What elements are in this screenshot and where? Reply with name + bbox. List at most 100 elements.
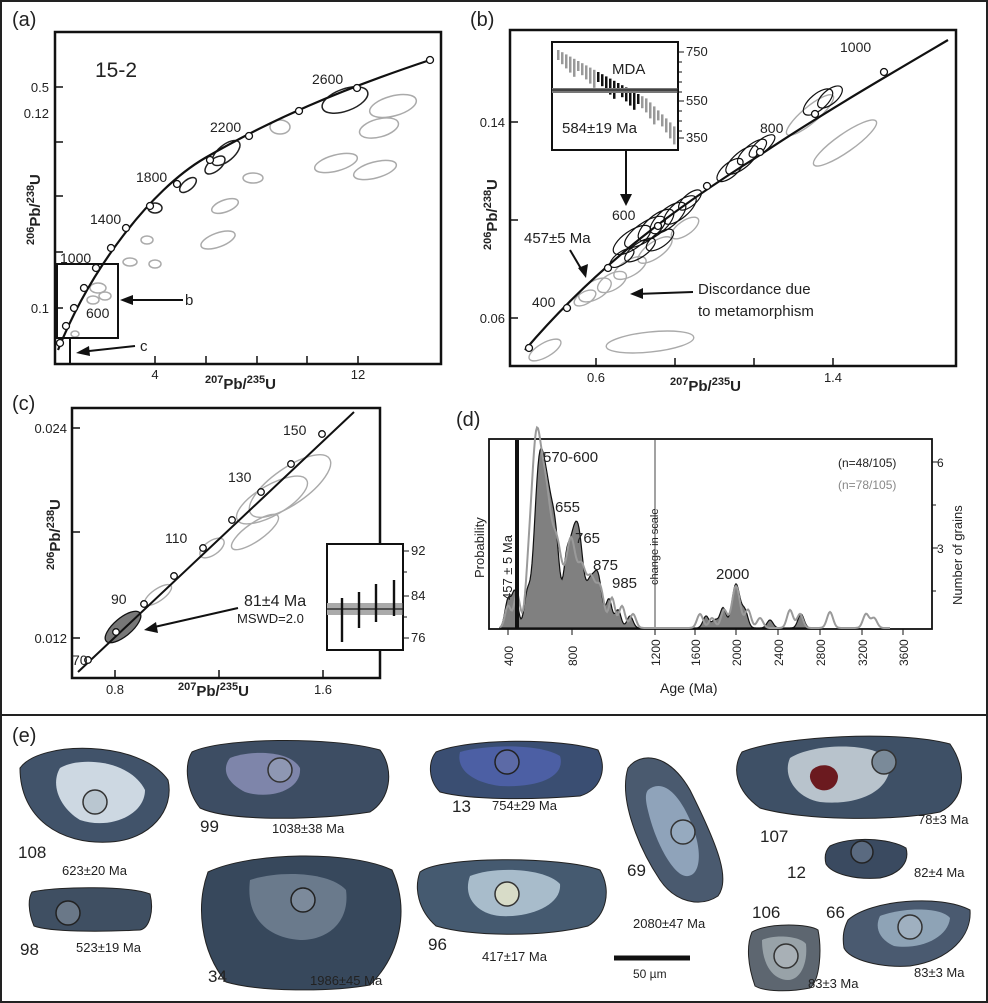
panel-c-age-labels: 150 130 110 90 70 [72,422,307,668]
panel-d-peak-labels: 570-600 655 765 875 985 2000 [543,449,749,592]
mda-bar [601,74,604,87]
panel-d-n-black: (n=48/105) [838,456,896,470]
panel-a-zoom-box-b [56,263,119,339]
panel-c-age-label: 150 [283,422,307,438]
panel-c-age-label: 130 [228,469,252,485]
panel-c: (c) 0.024 0.012 0.8 1.6 207Pb/235U 206Pb… [12,393,425,700]
panel-a-age-labels: 2600 2200 1800 1400 1000 600 [60,71,343,321]
panel-d-label: (d) [456,409,480,431]
panel-a-ytick-label: 0.12 [24,106,49,121]
panel-a: (a) 15-2 0.5 0.12 0.1 4 12 207Pb/235U 20… [12,9,443,393]
mda-bar [565,54,568,69]
panel-b-ylabel: 206Pb/238U [482,179,501,250]
panel-c-ytick-label: 0.012 [34,631,67,646]
grain-106: 106 83±3 Ma [747,903,859,992]
grain-age: 82±4 Ma [914,865,965,880]
panel-c-age-label: 110 [165,530,188,546]
mda-bar [673,126,676,145]
grain-age: 83±3 Ma [808,976,859,991]
panel-a-ytick-label: 0.1 [31,301,49,316]
grain-96: 96 417±17 Ma [416,859,607,964]
grain-id: 98 [20,940,39,959]
panel-d-xtick-label: 1200 [649,639,663,666]
panel-c-label: (c) [12,393,35,415]
panel-b-concordia-nodes [524,67,889,353]
grain-id: 66 [826,903,845,922]
panel-b-inset-tick: 550 [686,93,708,108]
panel-c-xlabel: 207Pb/235U [178,681,249,700]
panel-a-callout-c: c [140,338,148,355]
panel-d-xticks: 400 800 1200 1600 2000 2400 2800 3200 3600 [502,629,911,666]
panel-a-concordia [56,58,431,351]
panel-b-age-label: 800 [760,120,784,136]
grain-69: 69 2080±47 Ma [625,757,724,931]
mda-bar [665,118,668,133]
panel-d-peak-label: 765 [575,530,600,547]
grain-id: 107 [760,827,788,846]
grain-age: 417±17 Ma [482,949,548,964]
mda-bar [609,78,612,95]
panel-c-age-label: 70 [72,652,88,668]
panel-d-peak-label: 2000 [716,566,749,583]
mda-bar [589,67,592,84]
panel-c-inset: 92 84 76 [326,543,425,651]
mda-bar [661,114,664,127]
panel-c-xtick-label: 1.6 [314,682,332,697]
mda-bar [569,56,572,73]
grain-66: 66 83±3 Ma [826,900,971,980]
panel-b-label: (b) [470,9,494,31]
grain-age: 2080±47 Ma [633,916,706,931]
panel-c-inset-tick: 92 [411,543,425,558]
panel-a-ellipses [70,86,418,338]
mda-bar [637,94,640,104]
panel-d-xtick-label: 2400 [772,639,786,666]
grain-id: 12 [787,863,806,882]
grain-99: 99 1038±38 Ma [186,740,390,836]
panel-d-xtick-label: 3600 [897,639,911,666]
panel-a-yticks: 0.5 0.12 0.1 [24,80,63,316]
panel-c-age-label: 90 [111,591,127,607]
grain-108: 108 623±20 Ma [18,747,170,878]
panel-b-discordance-1: Discordance due [698,281,811,298]
panel-a-xtick-label: 4 [151,367,158,382]
panel-d-xtick-label: 3200 [856,639,870,666]
panel-b-concordia [524,39,949,351]
grain-id: 99 [200,817,219,836]
grain-age: 754±29 Ma [492,798,558,813]
panel-a-xticks: 4 12 [151,356,365,382]
panel-a-ytick-label: 0.5 [31,80,49,95]
panel-b: (b) 0.14 0.06 0.6 1.4 207Pb/235U 206Pb/2… [470,9,958,395]
panel-d: (d) change in scale 457 ± 5 Ma Probabili… [456,409,965,696]
panel-e-label: (e) [12,725,36,747]
kde-series-gray [499,425,890,629]
panel-b-mda-inset: MDA 584±19 Ma 750 550 350 [551,41,708,151]
panel-c-concordia [77,411,355,673]
panel-a-age-label: 1800 [136,169,167,185]
panel-b-xlabel: 207Pb/235U [670,376,741,395]
panel-b-inset-age: 584±19 Ma [562,120,638,137]
panel-d-xtick-label: 1600 [689,639,703,666]
grain-id: 13 [452,797,471,816]
grain-13: 13 754±29 Ma [430,740,603,816]
panel-a-age-label: 1000 [60,250,91,266]
grain-id: 34 [208,967,227,986]
panel-e: (e) 108 623±20 Ma 99 1038±38 Ma 13 754±2… [12,725,971,992]
mda-bar [573,58,576,77]
panel-b-inset-tick: 350 [686,130,708,145]
panel-d-xlabel: Age (Ma) [660,680,718,696]
grain-id: 106 [752,903,780,922]
panel-d-peak-label: 655 [555,499,580,516]
panel-d-right-ticks: 6 3 [932,456,944,592]
mda-bar [625,87,628,102]
grain-id: 69 [627,861,646,880]
panel-c-ticks: 0.024 0.012 0.8 1.6 [34,421,332,697]
kde-curves [499,425,890,629]
panel-a-label: (a) [12,9,36,31]
mda-bar [669,122,672,139]
panel-c-concordia-nodes [84,430,326,664]
grain-age: 623±20 Ma [62,863,128,878]
panel-d-xtick-label: 800 [566,646,580,666]
panel-d-frame [488,438,933,630]
mda-bar [653,106,656,125]
panel-d-peak-label: 875 [593,557,618,574]
